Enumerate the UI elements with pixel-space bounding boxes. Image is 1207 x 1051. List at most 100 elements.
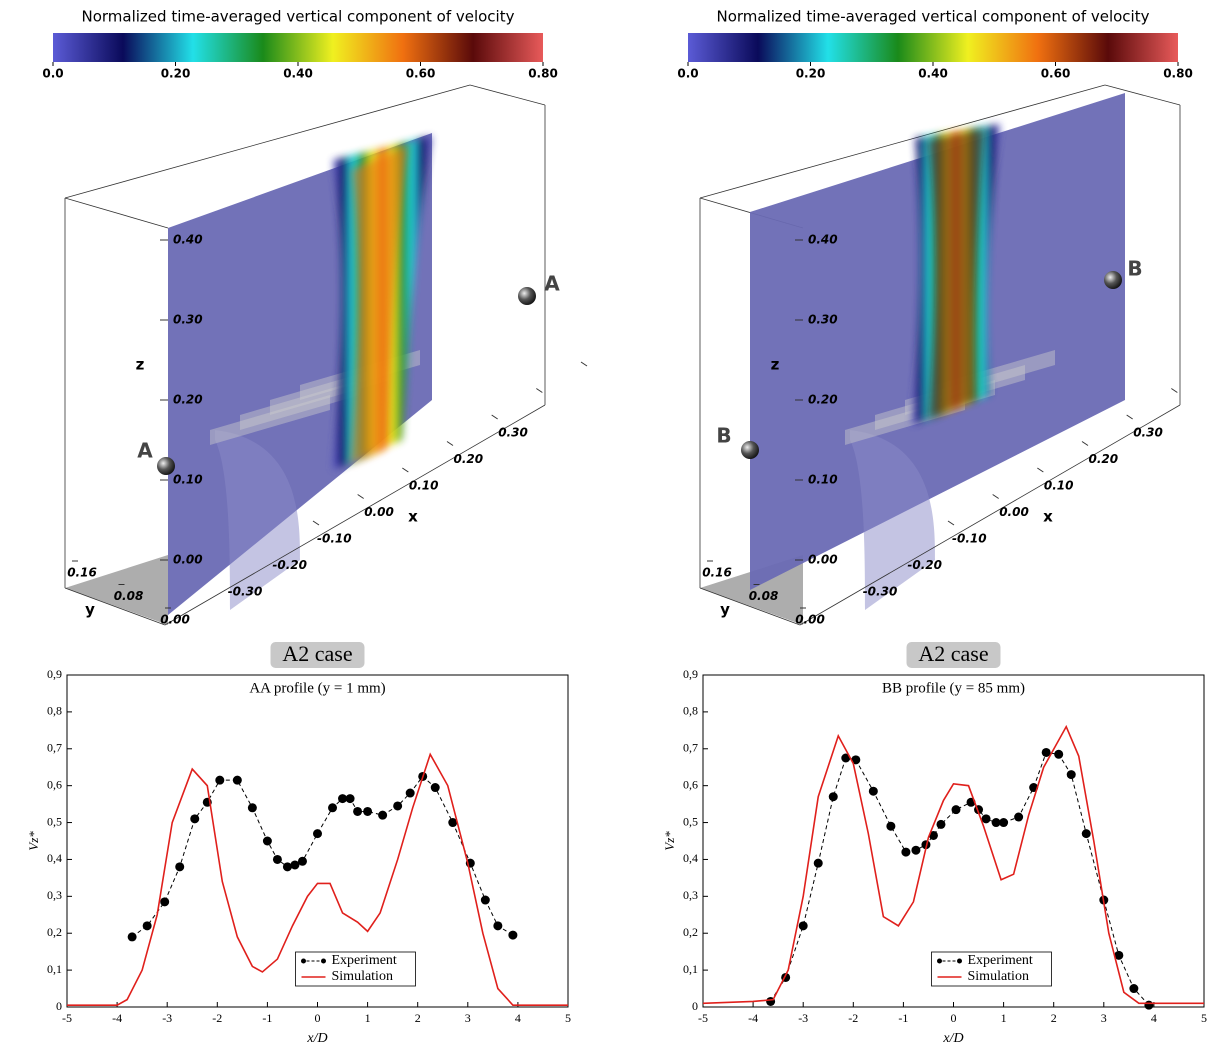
box-edge: [64, 587, 166, 626]
probe-marker: [1104, 271, 1122, 289]
y-tick-label: 0.08: [749, 589, 779, 603]
experiment-point: [1129, 984, 1139, 994]
legend-label: Simulation: [332, 969, 393, 984]
experiment-point: [901, 847, 911, 857]
x-tick-label: 0.20: [454, 452, 484, 466]
probe-marker: [518, 287, 536, 305]
simulation-line: [702, 724, 1204, 1005]
x-axis-label: x/D: [942, 1031, 963, 1046]
legend-label: Simulation: [968, 969, 1029, 984]
colorbar-tick-label: 0.80: [528, 67, 558, 81]
x-tick: [446, 441, 454, 446]
experiment-point: [493, 921, 503, 931]
experiment-point: [936, 819, 946, 829]
x-tick-label: 0.10: [1044, 479, 1074, 493]
x-tick: [1126, 414, 1133, 420]
y-tick-label: 0.08: [114, 589, 144, 603]
x-tick-label: -5: [698, 1011, 708, 1025]
x-tick-label: -3: [162, 1011, 172, 1025]
x-tick-label: -5: [62, 1011, 72, 1025]
experiment-point: [232, 775, 242, 785]
x-tick-label: 0: [951, 1011, 957, 1025]
experiment-line: [131, 775, 514, 938]
x-tick: [1037, 467, 1044, 473]
experiment-point: [448, 818, 458, 828]
colorbar-title: Normalized time-averaged vertical compon…: [81, 8, 514, 26]
y-tick-label: 0.16: [702, 566, 732, 580]
legend-label: Experiment: [332, 953, 397, 968]
experiment-point: [508, 930, 518, 940]
y-tick-label: 0,6: [47, 777, 62, 791]
z-tick-label: 0.40: [808, 233, 838, 247]
y-tick-label: 0,9: [683, 667, 698, 681]
colorbar-tick-label: 0.20: [161, 67, 191, 81]
experiment-point: [190, 814, 200, 824]
x-tick-label: 2: [415, 1011, 421, 1025]
x-tick-label: 0.30: [1133, 426, 1163, 440]
experiment-point: [247, 803, 257, 813]
x-tick-label: -0.10: [952, 532, 987, 546]
legend-label: Experiment: [968, 953, 1033, 968]
experiment-point: [313, 829, 322, 839]
experiment-point: [160, 897, 170, 907]
experiment-point: [378, 810, 388, 820]
x-tick: [580, 361, 588, 367]
y-tick-label: 0,8: [683, 704, 698, 718]
x-axis-label: x: [408, 508, 418, 526]
x-tick-label: -2: [848, 1011, 858, 1025]
box-edge: [164, 404, 546, 626]
y-axis-label: y: [85, 601, 95, 619]
legend-box: [931, 951, 1052, 987]
probe-label: B: [1127, 257, 1142, 281]
plume-core: [928, 128, 985, 420]
colorbar-tick-label: 0.60: [406, 67, 436, 81]
experiment-point: [991, 818, 1001, 828]
x-tick-label: -0.10: [317, 532, 352, 546]
experiment-point: [363, 806, 373, 816]
y-tick-label: 0,4: [683, 851, 698, 865]
x-tick-label: 5: [565, 1011, 571, 1025]
experiment-point: [127, 932, 137, 942]
x-tick: [402, 467, 409, 473]
y-tick-label: 0,1: [47, 962, 62, 976]
x-tick-label: 0.20: [1089, 452, 1119, 466]
x-tick-label: 0.00: [999, 505, 1029, 519]
z-tick-label: 0.30: [173, 313, 203, 327]
title-background: [906, 642, 1001, 668]
x-axis-label: x: [1043, 508, 1053, 526]
z-tick-label: 0.00: [173, 553, 203, 567]
subtitle: BB profile (y = 85 mm): [882, 680, 1025, 696]
experiment-point: [480, 895, 490, 905]
x-tick-label: 1: [365, 1011, 371, 1025]
experiment-point: [430, 783, 440, 793]
experiment-point: [405, 788, 415, 798]
experiment-point: [175, 862, 185, 872]
x-tick-label: -4: [748, 1011, 758, 1025]
experiment-point: [1081, 829, 1091, 839]
inlet-wall: [215, 430, 300, 610]
colorbar-tick-label: 0.40: [918, 67, 948, 81]
y-tick-label: 0,1: [683, 962, 698, 976]
y-tick-label: 0,5: [683, 814, 698, 828]
experiment-point: [1066, 770, 1076, 780]
box-edge: [699, 587, 801, 626]
y-axis-label: Vz*: [26, 831, 41, 851]
legend-dot: [957, 958, 962, 964]
x-tick-label: -1: [262, 1011, 272, 1025]
y-tick-label: 0,7: [47, 741, 62, 755]
legend-box: [295, 951, 416, 987]
x-tick-label: -4: [112, 1011, 122, 1025]
y-axis-label: y: [720, 601, 730, 619]
probe-label: A: [137, 439, 153, 463]
experiment-point: [282, 862, 292, 872]
z-tick-label: 0.10: [173, 473, 203, 487]
x-tick-label: 5: [1201, 1011, 1207, 1025]
y-tick-label: 0,2: [47, 925, 62, 939]
probe-marker: [157, 457, 175, 475]
x-tick: [491, 414, 498, 420]
z-axis-label: z: [771, 356, 780, 374]
simulation-line: [67, 752, 568, 1006]
colorbar: [53, 33, 543, 62]
box-edge: [64, 84, 471, 199]
